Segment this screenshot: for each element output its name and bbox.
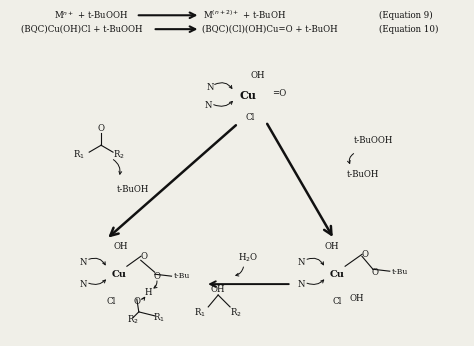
Text: N: N	[207, 83, 214, 92]
Text: t-BuOOH: t-BuOOH	[354, 136, 393, 145]
Text: (BQC)Cu(OH)Cl + t-BuOOH: (BQC)Cu(OH)Cl + t-BuOOH	[20, 25, 142, 34]
Text: N: N	[80, 280, 87, 289]
Text: t-BuOH: t-BuOH	[117, 185, 149, 194]
Text: t-BuOH: t-BuOH	[347, 171, 380, 180]
Text: R$_1$: R$_1$	[194, 307, 206, 319]
Text: O: O	[98, 124, 105, 133]
Text: N: N	[204, 101, 212, 110]
Text: Cu: Cu	[239, 90, 256, 101]
Text: N: N	[80, 258, 87, 267]
Text: O: O	[362, 250, 368, 259]
Text: Cl: Cl	[332, 298, 342, 307]
Text: Cl: Cl	[245, 113, 255, 122]
Text: t-Bu: t-Bu	[392, 268, 408, 276]
Text: O: O	[133, 298, 140, 307]
Text: (Equation 10): (Equation 10)	[379, 25, 438, 34]
Text: OH: OH	[211, 284, 226, 293]
Text: (BQC)(Cl)(OH)Cu=O + t-BuOH: (BQC)(Cl)(OH)Cu=O + t-BuOH	[202, 25, 337, 34]
Text: =O: =O	[273, 89, 287, 98]
Text: OH: OH	[114, 242, 128, 251]
Text: OH: OH	[325, 242, 339, 251]
Text: Cl: Cl	[106, 298, 116, 307]
Text: M$^{(n+2)+}$ + t-BuOH: M$^{(n+2)+}$ + t-BuOH	[203, 9, 287, 21]
Text: R$_1$: R$_1$	[73, 149, 85, 161]
Text: R$_2$: R$_2$	[230, 307, 242, 319]
Text: O: O	[140, 252, 147, 261]
Text: H: H	[145, 288, 153, 297]
Text: M$^{n+}$ + t-BuOOH: M$^{n+}$ + t-BuOOH	[54, 9, 128, 21]
Text: H$_2$O: H$_2$O	[238, 251, 258, 264]
Text: O: O	[153, 272, 160, 281]
Text: Cu: Cu	[330, 270, 345, 279]
Text: R$_1$: R$_1$	[153, 312, 164, 324]
Text: N: N	[298, 258, 305, 267]
Text: OH: OH	[350, 294, 365, 303]
Text: R$_2$: R$_2$	[113, 149, 125, 161]
Text: OH: OH	[251, 71, 265, 80]
Text: O: O	[372, 268, 378, 277]
Text: N: N	[298, 280, 305, 289]
Text: R$_2$: R$_2$	[127, 313, 139, 326]
Text: (Equation 9): (Equation 9)	[379, 11, 433, 20]
Text: t-Bu: t-Bu	[173, 272, 190, 280]
Text: Cu: Cu	[111, 270, 127, 279]
